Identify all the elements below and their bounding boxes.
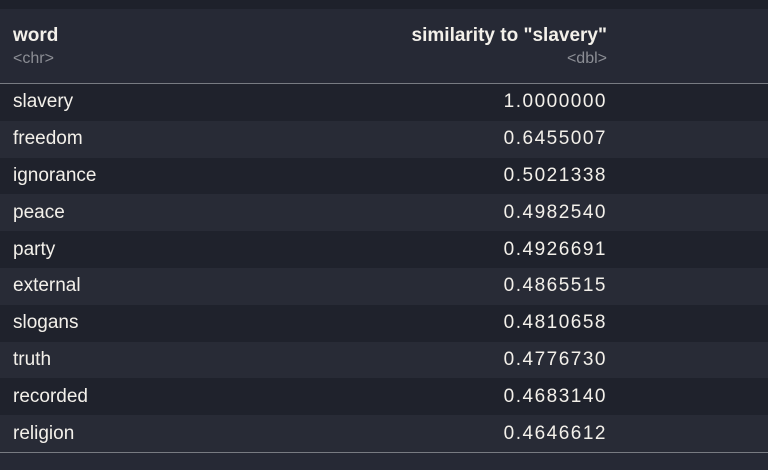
cell-word: external (13, 275, 81, 297)
table-row: truth 0.4776730 (0, 341, 768, 379)
table-row: ignorance 0.5021338 (0, 157, 768, 195)
cell-similarity: 0.4982540 (503, 201, 607, 223)
table-row: religion 0.4646612 (0, 415, 768, 452)
table-row: slogans 0.4810658 (0, 304, 768, 342)
table-row: external 0.4865515 (0, 267, 768, 305)
cell-similarity: 0.4683140 (503, 385, 607, 407)
cell-similarity: 1.0000000 (503, 91, 607, 113)
cell-word: recorded (13, 385, 88, 407)
table-row: peace 0.4982540 (0, 194, 768, 232)
table-header: word <chr> similarity to "slavery" <dbl> (0, 9, 768, 84)
column-label-word: word (13, 25, 59, 46)
table-row: freedom 0.6455007 (0, 120, 768, 158)
cell-similarity: 0.4776730 (503, 348, 607, 370)
cell-similarity: 0.5021338 (503, 164, 607, 186)
column-type-chr: <chr> (13, 49, 54, 67)
column-header-word: word <chr> (13, 23, 58, 69)
cell-word: slogans (13, 312, 79, 334)
cell-similarity: 0.4926691 (503, 238, 607, 260)
column-header-similarity: similarity to "slavery" <dbl> (412, 23, 607, 69)
column-label-similarity: similarity to "slavery" (411, 25, 607, 46)
table-bottom-divider (0, 451, 768, 453)
table-row: party 0.4926691 (0, 231, 768, 268)
top-strip (0, 0, 768, 9)
cell-word: peace (13, 201, 65, 223)
cell-word: party (13, 238, 56, 260)
cell-similarity: 0.4810658 (503, 312, 607, 334)
table-row: recorded 0.4683140 (0, 378, 768, 416)
cell-similarity: 0.6455007 (503, 128, 607, 150)
cell-similarity: 0.4646612 (503, 422, 607, 444)
table-body: slavery 1.0000000 freedom 0.6455007 ignoranc… (0, 84, 768, 452)
cell-word: truth (13, 348, 52, 370)
table-row: slavery 1.0000000 (0, 84, 768, 121)
column-type-dbl: <dbl> (566, 49, 607, 67)
cell-word: slavery (13, 91, 74, 113)
cell-word: freedom (13, 128, 83, 150)
cell-word: ignorance (13, 164, 97, 186)
cell-word: religion (13, 422, 75, 444)
cell-similarity: 0.4865515 (503, 275, 607, 297)
footer-strip (0, 452, 768, 470)
